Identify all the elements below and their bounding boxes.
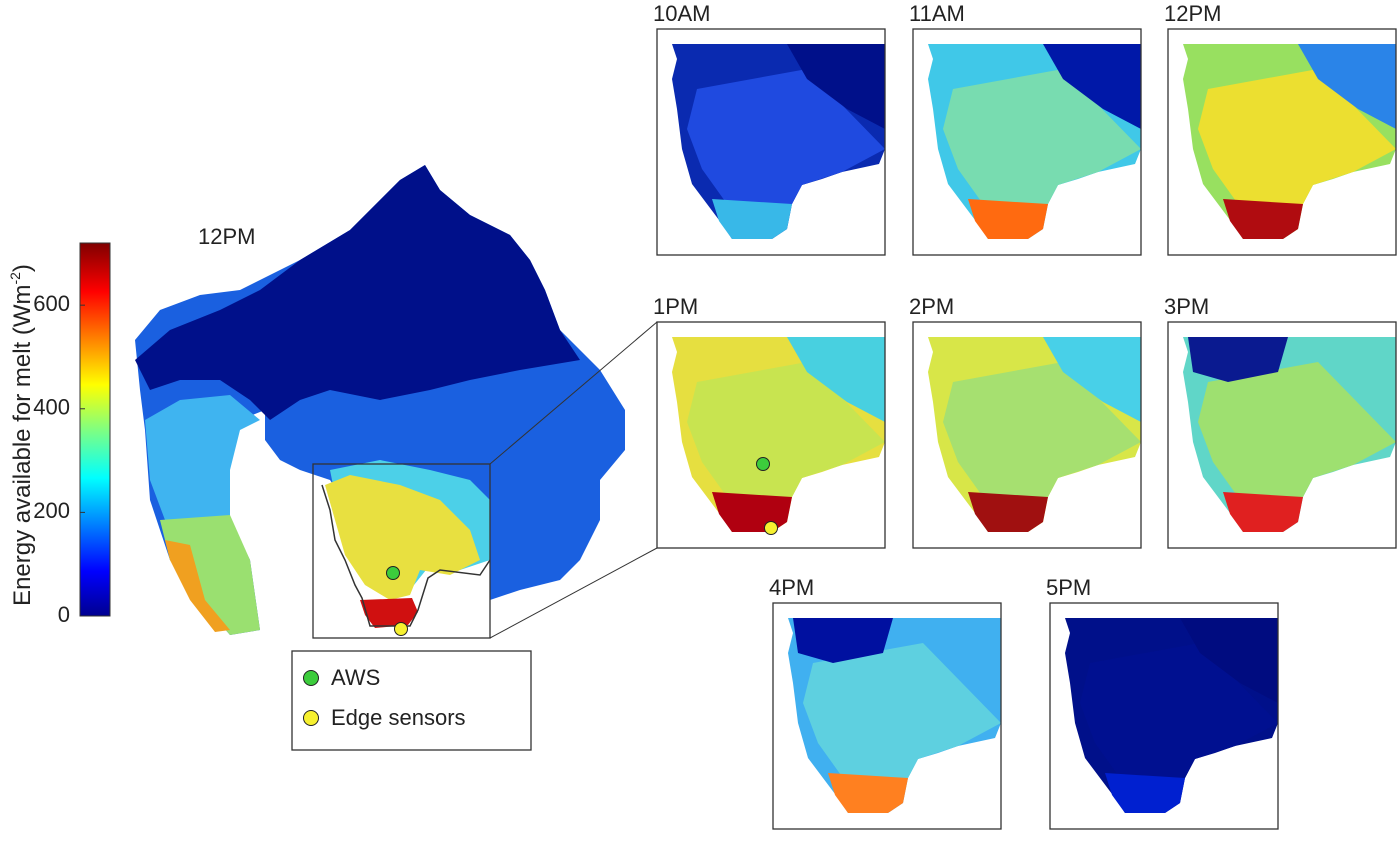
melt-corner [793, 618, 893, 663]
panel-frame [656, 28, 886, 256]
main-title: 12PM [198, 224, 255, 249]
panel: 12PM [1164, 1, 1397, 256]
panel-title: 3PM [1164, 294, 1209, 319]
melt-corner [787, 44, 885, 129]
melt-tip [828, 773, 908, 813]
tick-label: 200 [33, 498, 70, 523]
colorbar-label: Energy available for melt (Wm-2) [7, 264, 37, 606]
panel-title: 11AM [909, 1, 965, 26]
melt-region [687, 69, 885, 204]
legend [291, 650, 532, 751]
tick-label: 400 [33, 395, 70, 420]
melt-tip [712, 492, 792, 532]
inset-box [312, 463, 491, 639]
colorbar [79, 242, 111, 617]
panel-frame [912, 321, 1142, 549]
tick-label: 600 [33, 291, 70, 316]
panel: 10AM [653, 1, 886, 256]
edge-sensor-marker [394, 622, 408, 636]
panel-frame [656, 321, 886, 549]
panel-title: 2PM [909, 294, 954, 319]
melt-region [943, 69, 1141, 204]
panel-frame [1167, 321, 1397, 549]
legend-swatch [303, 670, 319, 686]
melt-tip [1105, 773, 1185, 813]
panel-title: 1PM [653, 294, 698, 319]
melt-corner [1298, 44, 1396, 129]
melt-corner [1043, 337, 1141, 422]
legend-label: AWS [331, 665, 380, 690]
panel-title: 10AM [653, 1, 710, 26]
melt-corner [1188, 337, 1288, 382]
edge-sensor-marker [764, 521, 778, 535]
melt-region [1080, 643, 1278, 778]
melt-tip [968, 492, 1048, 532]
panel-title: 12PM [1164, 1, 1221, 26]
panel-title: 5PM [1046, 575, 1091, 600]
connector [489, 547, 658, 639]
panel: 4PM [769, 575, 1002, 830]
aws-marker [386, 566, 400, 580]
melt-tip [1223, 199, 1303, 239]
tick-label: 0 [58, 602, 70, 627]
panel: 11AM [909, 1, 1142, 256]
legend-label: Edge sensors [331, 705, 466, 730]
panel: 1PM [653, 294, 886, 549]
panel: 3PM [1164, 294, 1397, 549]
panel-title: 4PM [769, 575, 814, 600]
panel-frame [1049, 602, 1279, 830]
melt-region [687, 362, 885, 497]
melt-region [1198, 69, 1396, 204]
melt-tip [968, 199, 1048, 239]
legend-swatch [303, 710, 319, 726]
melt-region [1198, 362, 1396, 497]
connector [489, 321, 658, 465]
main-map [135, 165, 625, 635]
panel-frame [772, 602, 1002, 830]
panel-frame [1167, 28, 1397, 256]
melt-corner [1043, 44, 1141, 129]
panel-frame [912, 28, 1142, 256]
melt-tip [1223, 492, 1303, 532]
melt-region [803, 643, 1001, 778]
melt-region [943, 362, 1141, 497]
melt-tip [712, 199, 792, 239]
panel: 2PM [909, 294, 1142, 549]
melt-corner [787, 337, 885, 422]
panel: 5PM [1046, 575, 1279, 830]
aws-marker [756, 457, 770, 471]
melt-corner [1180, 618, 1278, 703]
